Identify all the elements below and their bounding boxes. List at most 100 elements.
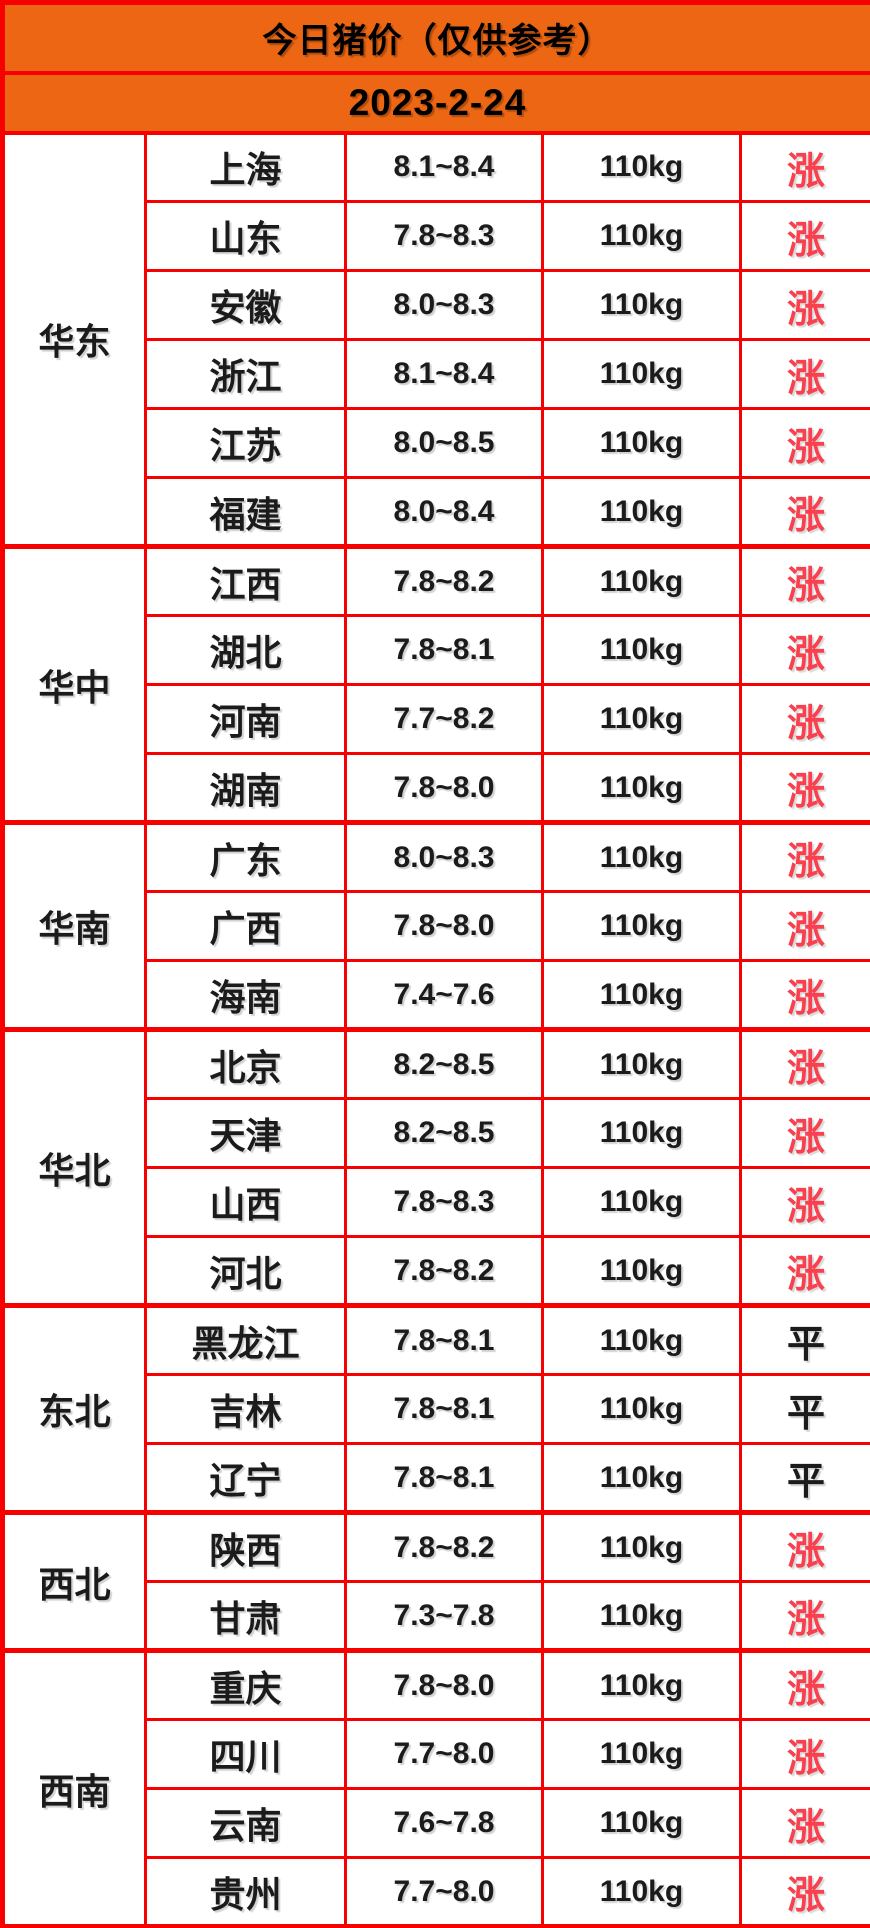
trend-cell: 涨: [739, 752, 870, 824]
table-row: 云南 7.6~7.8 110kg 涨: [3, 1787, 870, 1859]
weight-cell: 110kg: [541, 1373, 742, 1445]
price-range-cell: 7.8~8.3: [344, 200, 544, 272]
trend-cell: 涨: [739, 890, 870, 962]
trend-cell: 涨: [739, 1580, 870, 1652]
trend-cell: 涨: [739, 1166, 870, 1238]
province-cell: 北京: [144, 1027, 347, 1100]
weight-cell: 110kg: [541, 1027, 742, 1100]
table-row: 福建 8.0~8.4 110kg 涨: [3, 476, 870, 548]
weight-cell: 110kg: [541, 1166, 742, 1238]
region-cell: 华北: [1, 1027, 147, 1307]
price-range-cell: 7.8~8.1: [344, 614, 544, 686]
region-cell: 西南: [1, 1648, 147, 1928]
weight-cell: 110kg: [541, 820, 742, 893]
province-cell: 贵州: [144, 1856, 347, 1928]
province-cell: 甘肃: [144, 1580, 347, 1652]
province-cell: 福建: [144, 476, 347, 548]
weight-cell: 110kg: [541, 959, 742, 1031]
province-cell: 广西: [144, 890, 347, 962]
trend-cell: 涨: [739, 407, 870, 479]
weight-cell: 110kg: [541, 1648, 742, 1721]
weight-cell: 110kg: [541, 338, 742, 410]
region-cell: 华南: [1, 820, 147, 1031]
price-range-cell: 8.1~8.4: [344, 338, 544, 410]
province-cell: 湖南: [144, 752, 347, 824]
province-cell: 黑龙江: [144, 1303, 347, 1376]
table-row: 华北 北京 8.2~8.5 110kg 涨: [1, 1027, 870, 1307]
trend-cell: 涨: [739, 1856, 870, 1928]
poster-title: 今日猪价（仅供参考）: [0, 0, 870, 75]
table-row: 华中 江西 7.8~8.2 110kg 涨: [1, 544, 870, 824]
region-cell: 华中: [1, 544, 147, 824]
trend-cell: 涨: [739, 683, 870, 755]
table-row: 浙江 8.1~8.4 110kg 涨: [3, 338, 870, 410]
table-row: 广西 7.8~8.0 110kg 涨: [3, 890, 870, 962]
weight-cell: 110kg: [541, 131, 742, 203]
table-row: 山东 7.8~8.3 110kg 涨: [3, 200, 870, 272]
trend-cell: 涨: [739, 959, 870, 1031]
price-range-cell: 8.2~8.5: [344, 1097, 544, 1169]
price-range-cell: 8.0~8.3: [344, 269, 544, 341]
price-range-cell: 7.8~8.2: [344, 1235, 544, 1307]
price-range-cell: 7.7~8.2: [344, 683, 544, 755]
trend-cell: 涨: [739, 131, 870, 203]
trend-cell: 涨: [739, 1718, 870, 1790]
weight-cell: 110kg: [541, 1580, 742, 1652]
weight-cell: 110kg: [541, 1510, 742, 1583]
province-cell: 江苏: [144, 407, 347, 479]
weight-cell: 110kg: [541, 1097, 742, 1169]
trend-cell: 平: [739, 1303, 870, 1376]
price-range-cell: 8.2~8.5: [344, 1027, 544, 1100]
province-cell: 天津: [144, 1097, 347, 1169]
trend-cell: 涨: [739, 200, 870, 272]
weight-cell: 110kg: [541, 544, 742, 617]
table-row: 贵州 7.7~8.0 110kg 涨: [3, 1856, 870, 1928]
table-row: 天津 8.2~8.5 110kg 涨: [3, 1097, 870, 1169]
weight-cell: 110kg: [541, 1303, 742, 1376]
province-cell: 山西: [144, 1166, 347, 1238]
province-cell: 云南: [144, 1787, 347, 1859]
price-range-cell: 7.7~8.0: [344, 1856, 544, 1928]
province-cell: 湖北: [144, 614, 347, 686]
weight-cell: 110kg: [541, 890, 742, 962]
province-cell: 辽宁: [144, 1442, 347, 1514]
price-range-cell: 7.8~8.0: [344, 752, 544, 824]
price-range-cell: 7.3~7.8: [344, 1580, 544, 1652]
price-range-cell: 7.8~8.1: [344, 1442, 544, 1514]
price-range-cell: 7.8~8.2: [344, 1510, 544, 1583]
province-cell: 河北: [144, 1235, 347, 1307]
province-cell: 河南: [144, 683, 347, 755]
trend-cell: 涨: [739, 269, 870, 341]
province-cell: 上海: [144, 131, 347, 203]
table-row: 华南 广东 8.0~8.3 110kg 涨: [1, 820, 870, 1031]
province-cell: 陕西: [144, 1510, 347, 1583]
price-range-cell: 7.4~7.6: [344, 959, 544, 1031]
price-range-cell: 7.6~7.8: [344, 1787, 544, 1859]
trend-cell: 涨: [739, 1787, 870, 1859]
title-banner: 今日猪价（仅供参考）: [0, 0, 870, 75]
weight-cell: 110kg: [541, 1718, 742, 1790]
weight-cell: 110kg: [541, 1235, 742, 1307]
province-cell: 江西: [144, 544, 347, 617]
region-cell: 华东: [1, 131, 147, 548]
trend-cell: 涨: [739, 1648, 870, 1721]
poster-date: 2023-2-24: [0, 70, 870, 135]
province-cell: 海南: [144, 959, 347, 1031]
trend-cell: 涨: [739, 476, 870, 548]
trend-cell: 涨: [739, 820, 870, 893]
trend-cell: 涨: [739, 614, 870, 686]
province-cell: 山东: [144, 200, 347, 272]
trend-cell: 平: [739, 1442, 870, 1514]
price-range-cell: 7.8~8.0: [344, 1648, 544, 1721]
table-row: 东北 黑龙江 7.8~8.1 110kg 平: [1, 1303, 870, 1514]
table-row: 吉林 7.8~8.1 110kg 平: [3, 1373, 870, 1445]
region-cell: 西北: [1, 1510, 147, 1652]
table-row: 四川 7.7~8.0 110kg 涨: [3, 1718, 870, 1790]
weight-cell: 110kg: [541, 1787, 742, 1859]
table-row: 辽宁 7.8~8.1 110kg 平: [3, 1442, 870, 1514]
table-row: 河南 7.7~8.2 110kg 涨: [3, 683, 870, 755]
table-row: 河北 7.8~8.2 110kg 涨: [3, 1235, 870, 1307]
weight-cell: 110kg: [541, 1856, 742, 1928]
price-range-cell: 7.8~8.1: [344, 1373, 544, 1445]
price-range-cell: 7.8~8.3: [344, 1166, 544, 1238]
